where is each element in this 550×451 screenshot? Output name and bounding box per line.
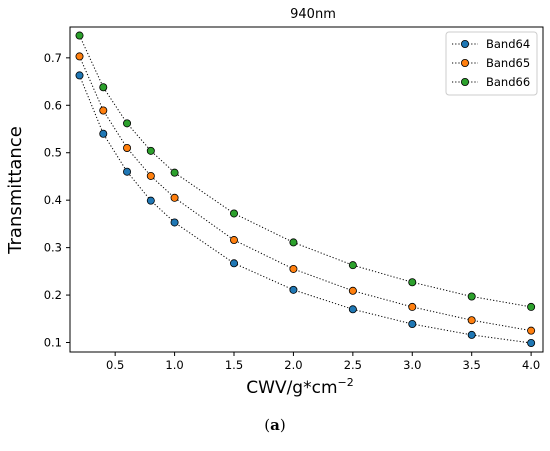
series-line-band65: [79, 56, 532, 332]
data-point-band66: [408, 278, 417, 287]
x-tick-label: 1.5: [225, 358, 243, 372]
data-point-band65: [75, 52, 84, 61]
data-point-band65: [99, 106, 108, 115]
y-tick-label: 0.5: [44, 146, 62, 160]
data-point-band64: [467, 330, 476, 339]
data-point-band65: [467, 316, 476, 325]
transmittance-chart: 940nm 0.5 1.0 1.5 2.0 2.5 3.0 3.5 4.0 0.1 0.2 0.3…: [5, 7, 544, 398]
data-point-band65: [146, 171, 155, 180]
data-point-band64: [230, 259, 239, 268]
y-tick-label: 0.6: [44, 98, 62, 112]
caption-label: a: [270, 416, 280, 434]
data-point-band66: [289, 238, 298, 247]
y-tick-label: 0.7: [44, 51, 62, 65]
data-point-band64: [348, 305, 357, 314]
x-tick-label: 2.5: [344, 358, 362, 372]
data-point-band64: [75, 71, 84, 80]
legend-box: [445, 31, 538, 96]
data-point-band66: [146, 146, 155, 155]
x-axis-ticks: 0.5 1.0 1.5 2.0 2.5 3.0 3.5 4.0: [106, 352, 540, 372]
legend: Band64 Band65 Band66: [445, 31, 538, 96]
chart-title: 940nm: [290, 7, 336, 22]
data-point-band65: [230, 236, 239, 245]
x-tick-label: 4.0: [522, 358, 540, 372]
x-axis-label: CWV/g*cm−2: [246, 376, 353, 398]
legend-marker: [460, 78, 469, 87]
series-line-band64: [79, 75, 532, 344]
data-point-band66: [123, 119, 132, 128]
data-point-band66: [75, 31, 84, 40]
data-point-band65: [408, 302, 417, 311]
legend-marker: [460, 59, 469, 68]
y-tick-label: 0.4: [44, 193, 62, 207]
data-point-band66: [348, 261, 357, 270]
x-tick-label: 0.5: [106, 358, 124, 372]
y-tick-label: 0.3: [44, 241, 62, 255]
data-point-band66: [527, 302, 536, 311]
x-tick-label: 3.5: [463, 358, 481, 372]
data-point-band65: [527, 326, 536, 335]
data-point-band64: [123, 167, 132, 176]
data-point-band64: [146, 196, 155, 205]
data-point-band64: [289, 285, 298, 294]
data-point-band64: [408, 320, 417, 329]
data-point-band66: [170, 168, 179, 177]
data-point-band66: [99, 83, 108, 92]
data-point-band65: [170, 193, 179, 202]
legend-marker: [460, 40, 469, 49]
data-point-band64: [527, 338, 536, 347]
y-tick-label: 0.1: [44, 336, 62, 350]
x-tick-label: 1.0: [165, 358, 183, 372]
data-point-band66: [467, 292, 476, 301]
figure-caption: (a): [264, 416, 286, 434]
y-axis-label: Transmittance: [5, 126, 26, 255]
data-point-band64: [170, 218, 179, 227]
legend-label: Band65: [486, 56, 530, 70]
legend-label: Band64: [486, 37, 530, 51]
series-layer: [75, 31, 536, 347]
x-tick-label: 3.0: [403, 358, 421, 372]
plot-area: [69, 26, 544, 353]
data-point-band65: [123, 143, 132, 152]
data-point-band64: [99, 129, 108, 138]
data-point-band66: [230, 209, 239, 218]
data-point-band65: [289, 264, 298, 273]
x-tick-label: 2.0: [284, 358, 302, 372]
y-tick-label: 0.2: [44, 288, 62, 302]
data-point-band65: [348, 286, 357, 295]
y-axis-ticks: 0.1 0.2 0.3 0.4 0.5 0.6 0.7: [44, 51, 70, 350]
legend-label: Band66: [486, 75, 530, 89]
